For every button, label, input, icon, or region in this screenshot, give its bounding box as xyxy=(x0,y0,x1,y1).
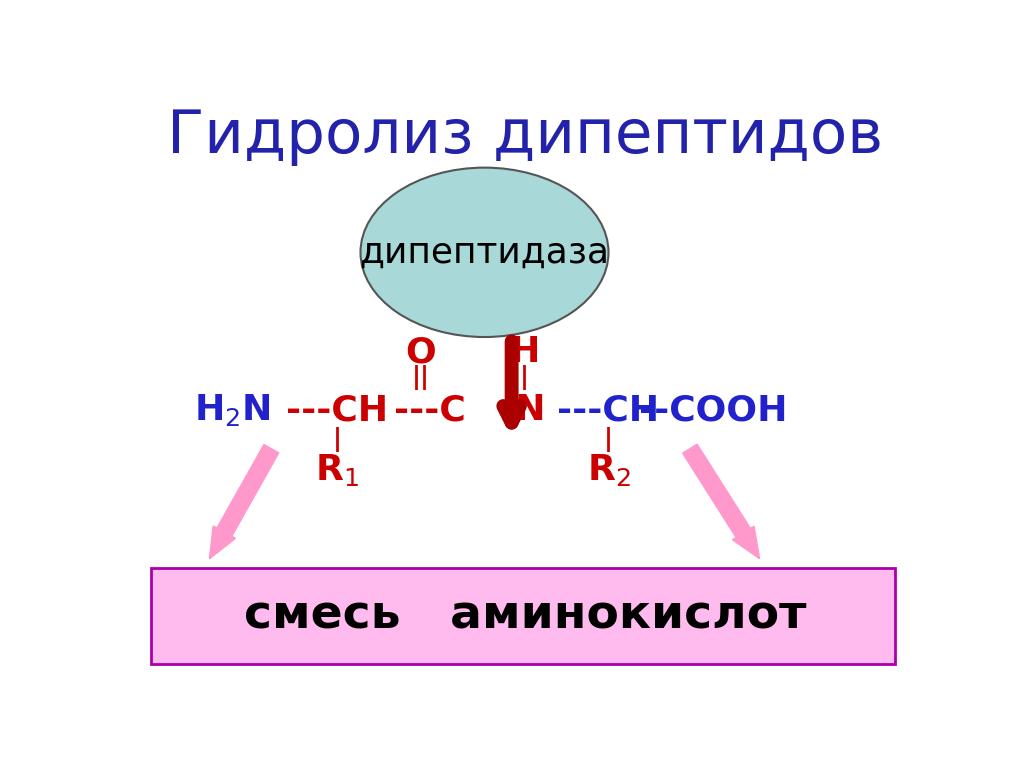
Text: R$_1$: R$_1$ xyxy=(315,452,359,488)
Text: H$_2$N: H$_2$N xyxy=(195,392,271,429)
Text: O: O xyxy=(406,336,436,369)
Polygon shape xyxy=(683,444,760,559)
Ellipse shape xyxy=(360,167,608,337)
Polygon shape xyxy=(209,445,279,559)
Text: ---C: ---C xyxy=(394,393,466,427)
Text: дипептидаза: дипептидаза xyxy=(359,235,609,270)
Text: |: | xyxy=(333,427,342,452)
Text: H: H xyxy=(510,336,540,369)
Text: -N: -N xyxy=(501,393,546,427)
FancyBboxPatch shape xyxy=(152,568,895,664)
Text: R$_2$: R$_2$ xyxy=(587,452,631,488)
Text: |: | xyxy=(520,366,529,390)
Text: ---CH: ---CH xyxy=(286,393,388,427)
Text: ---CH: ---CH xyxy=(557,393,659,427)
Text: ||: || xyxy=(412,366,430,390)
Text: Гидролиз дипептидов: Гидролиз дипептидов xyxy=(167,108,883,167)
Text: --COOH: --COOH xyxy=(639,393,787,427)
Text: смесь   аминокислот: смесь аминокислот xyxy=(244,594,806,639)
Text: |: | xyxy=(604,427,613,452)
